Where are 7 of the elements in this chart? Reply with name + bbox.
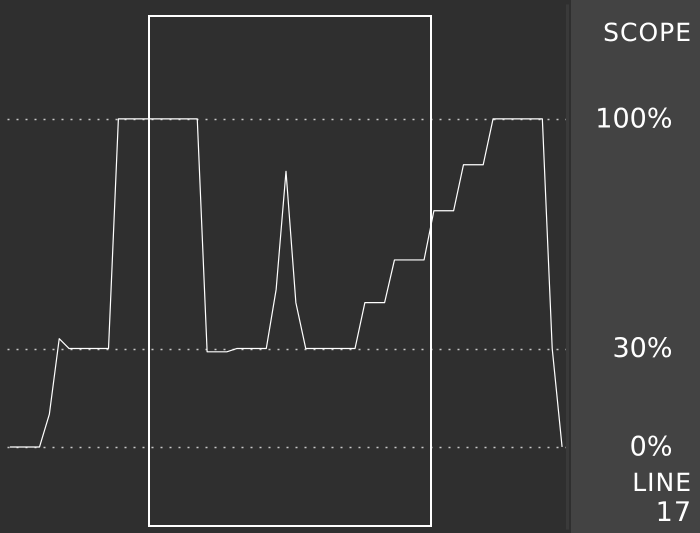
text: SCOPE	[603, 18, 692, 47]
text: 17	[656, 497, 692, 528]
y-tick-label: 100%	[595, 103, 672, 134]
y-tick-label: 0%	[630, 431, 672, 462]
y-tick-label: 30%	[612, 333, 672, 364]
text: LINE	[632, 468, 692, 497]
line-series	[9, 118, 563, 448]
